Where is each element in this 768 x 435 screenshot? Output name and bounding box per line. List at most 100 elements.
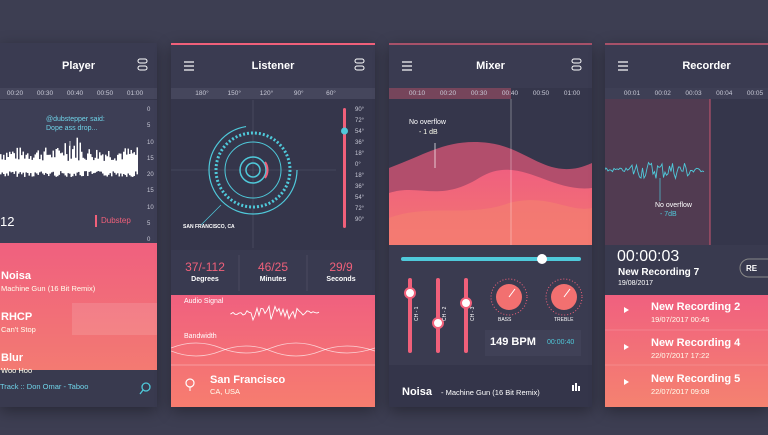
- scale-label: 15: [147, 188, 154, 195]
- waveform: [78, 160, 80, 172]
- channel-knob[interactable]: [432, 317, 444, 329]
- channel-knob[interactable]: [460, 297, 472, 309]
- waveform: [10, 154, 12, 173]
- track-artist: RHCP: [1, 311, 33, 323]
- track-song: Woo Hoo: [1, 366, 33, 375]
- track-song: Machine Gun (16 Bit Remix): [1, 284, 96, 293]
- waveform: [85, 159, 87, 172]
- elapsed: 00:00:03: [617, 248, 680, 265]
- waveform: [90, 154, 92, 172]
- current-date: 19/08/2017: [618, 280, 654, 287]
- scale-label: 0: [147, 107, 151, 113]
- waveform: [3, 154, 5, 175]
- waveform: [55, 148, 57, 177]
- stat-value: 37/-112: [185, 260, 225, 274]
- overflow: No overflow: [655, 202, 692, 209]
- recording-name: New Recording 5: [651, 373, 741, 385]
- waveform: [9, 151, 11, 172]
- waveform: [94, 157, 96, 173]
- listener-panel: Listener SAN FRANCISCO, CA Audio Signal …: [171, 43, 375, 407]
- channel-slider[interactable]: [436, 278, 440, 353]
- waveform: [27, 153, 29, 173]
- timeline-label: 01:00: [126, 90, 144, 97]
- scale-label: 20: [147, 172, 154, 178]
- waveform: [73, 145, 75, 174]
- waveform: [0, 154, 2, 175]
- region: CA, USA: [210, 387, 241, 396]
- genre: Dubstep: [101, 216, 131, 225]
- waveform: [69, 145, 71, 174]
- timeline-label: 00:20: [439, 90, 457, 97]
- waveform: [60, 153, 62, 172]
- waveform: [4, 159, 6, 177]
- scale-label: 90°: [355, 107, 365, 113]
- bandwidth-label: Bandwidth: [184, 333, 217, 340]
- waveform: [33, 157, 35, 177]
- treble: TREBLE: [554, 317, 574, 323]
- waveform: [88, 149, 90, 172]
- recording-date: 22/07/2017 17:22: [651, 351, 710, 360]
- scale-label: 0: [147, 237, 151, 243]
- waveform: [132, 153, 134, 177]
- waveform: [115, 160, 117, 175]
- time: 00:00:40: [547, 339, 575, 346]
- track-artist: Blur: [1, 352, 23, 364]
- waveform: [36, 152, 38, 174]
- waveform: [37, 150, 39, 175]
- waveform: [30, 156, 32, 174]
- waveform: [97, 158, 99, 172]
- waveform: [129, 154, 131, 176]
- bass: BASS: [498, 317, 512, 323]
- waveform: [63, 155, 65, 174]
- timeline-label: 180°: [195, 90, 209, 97]
- timeline-label: 00:40: [501, 90, 519, 97]
- scale-label: 36°: [355, 184, 365, 190]
- waveform: [111, 159, 113, 177]
- waveform: [13, 153, 15, 174]
- recorder-panel: Recorder No overflow - 7dB 00:00:03 New …: [605, 43, 768, 407]
- waveform: [46, 154, 48, 174]
- stat-label: Degrees: [191, 276, 219, 283]
- waveform: [39, 159, 41, 173]
- scale-label: 15: [147, 155, 154, 162]
- waveform: [124, 148, 126, 176]
- channel-knob[interactable]: [404, 287, 416, 299]
- waveform: [120, 153, 122, 174]
- timeline-label: 00:50: [532, 90, 550, 97]
- decor: [389, 43, 592, 407]
- waveform: [6, 152, 8, 174]
- waveform: [70, 158, 72, 177]
- recording-name: New Recording 2: [651, 301, 741, 313]
- now-playing: Track :: Don Omar - Taboo: [0, 382, 89, 391]
- channel-label: CH - 1: [414, 306, 420, 321]
- waveform: [25, 154, 27, 173]
- channel-slider[interactable]: [464, 278, 468, 353]
- recording-date: 19/07/2017 00:45: [651, 315, 710, 324]
- comment-text: Dope ass drop...: [46, 125, 98, 132]
- waveform: [105, 154, 107, 176]
- waveform: [7, 157, 9, 176]
- mixer-panel: Mixer No overflow - 1 dB BASS TREBLE 149…: [389, 43, 592, 407]
- track-song: Can't Stop: [1, 325, 36, 334]
- waveform: [34, 154, 36, 173]
- waveform: [133, 152, 135, 176]
- timeline-label: 00:02: [654, 90, 671, 97]
- waveform: [67, 160, 69, 174]
- stat-value: 46/25: [257, 260, 289, 274]
- counter: 12: [0, 214, 15, 229]
- waveform: [45, 147, 47, 173]
- scale-label: 54°: [355, 195, 365, 201]
- waveform: [100, 155, 102, 172]
- waveform: [126, 154, 128, 177]
- waveform: [40, 154, 42, 172]
- waveform: [118, 153, 120, 177]
- recording-date: 22/07/2017 09:08: [651, 387, 710, 396]
- rec-button[interactable]: RE: [746, 264, 758, 273]
- waveform: [135, 154, 137, 172]
- scale-label: 54°: [355, 129, 365, 135]
- timeline-label: 00:50: [96, 90, 114, 97]
- waveform: [114, 158, 116, 173]
- waveform: [82, 157, 84, 176]
- title: Recorder: [682, 60, 731, 72]
- waveform: [81, 151, 83, 177]
